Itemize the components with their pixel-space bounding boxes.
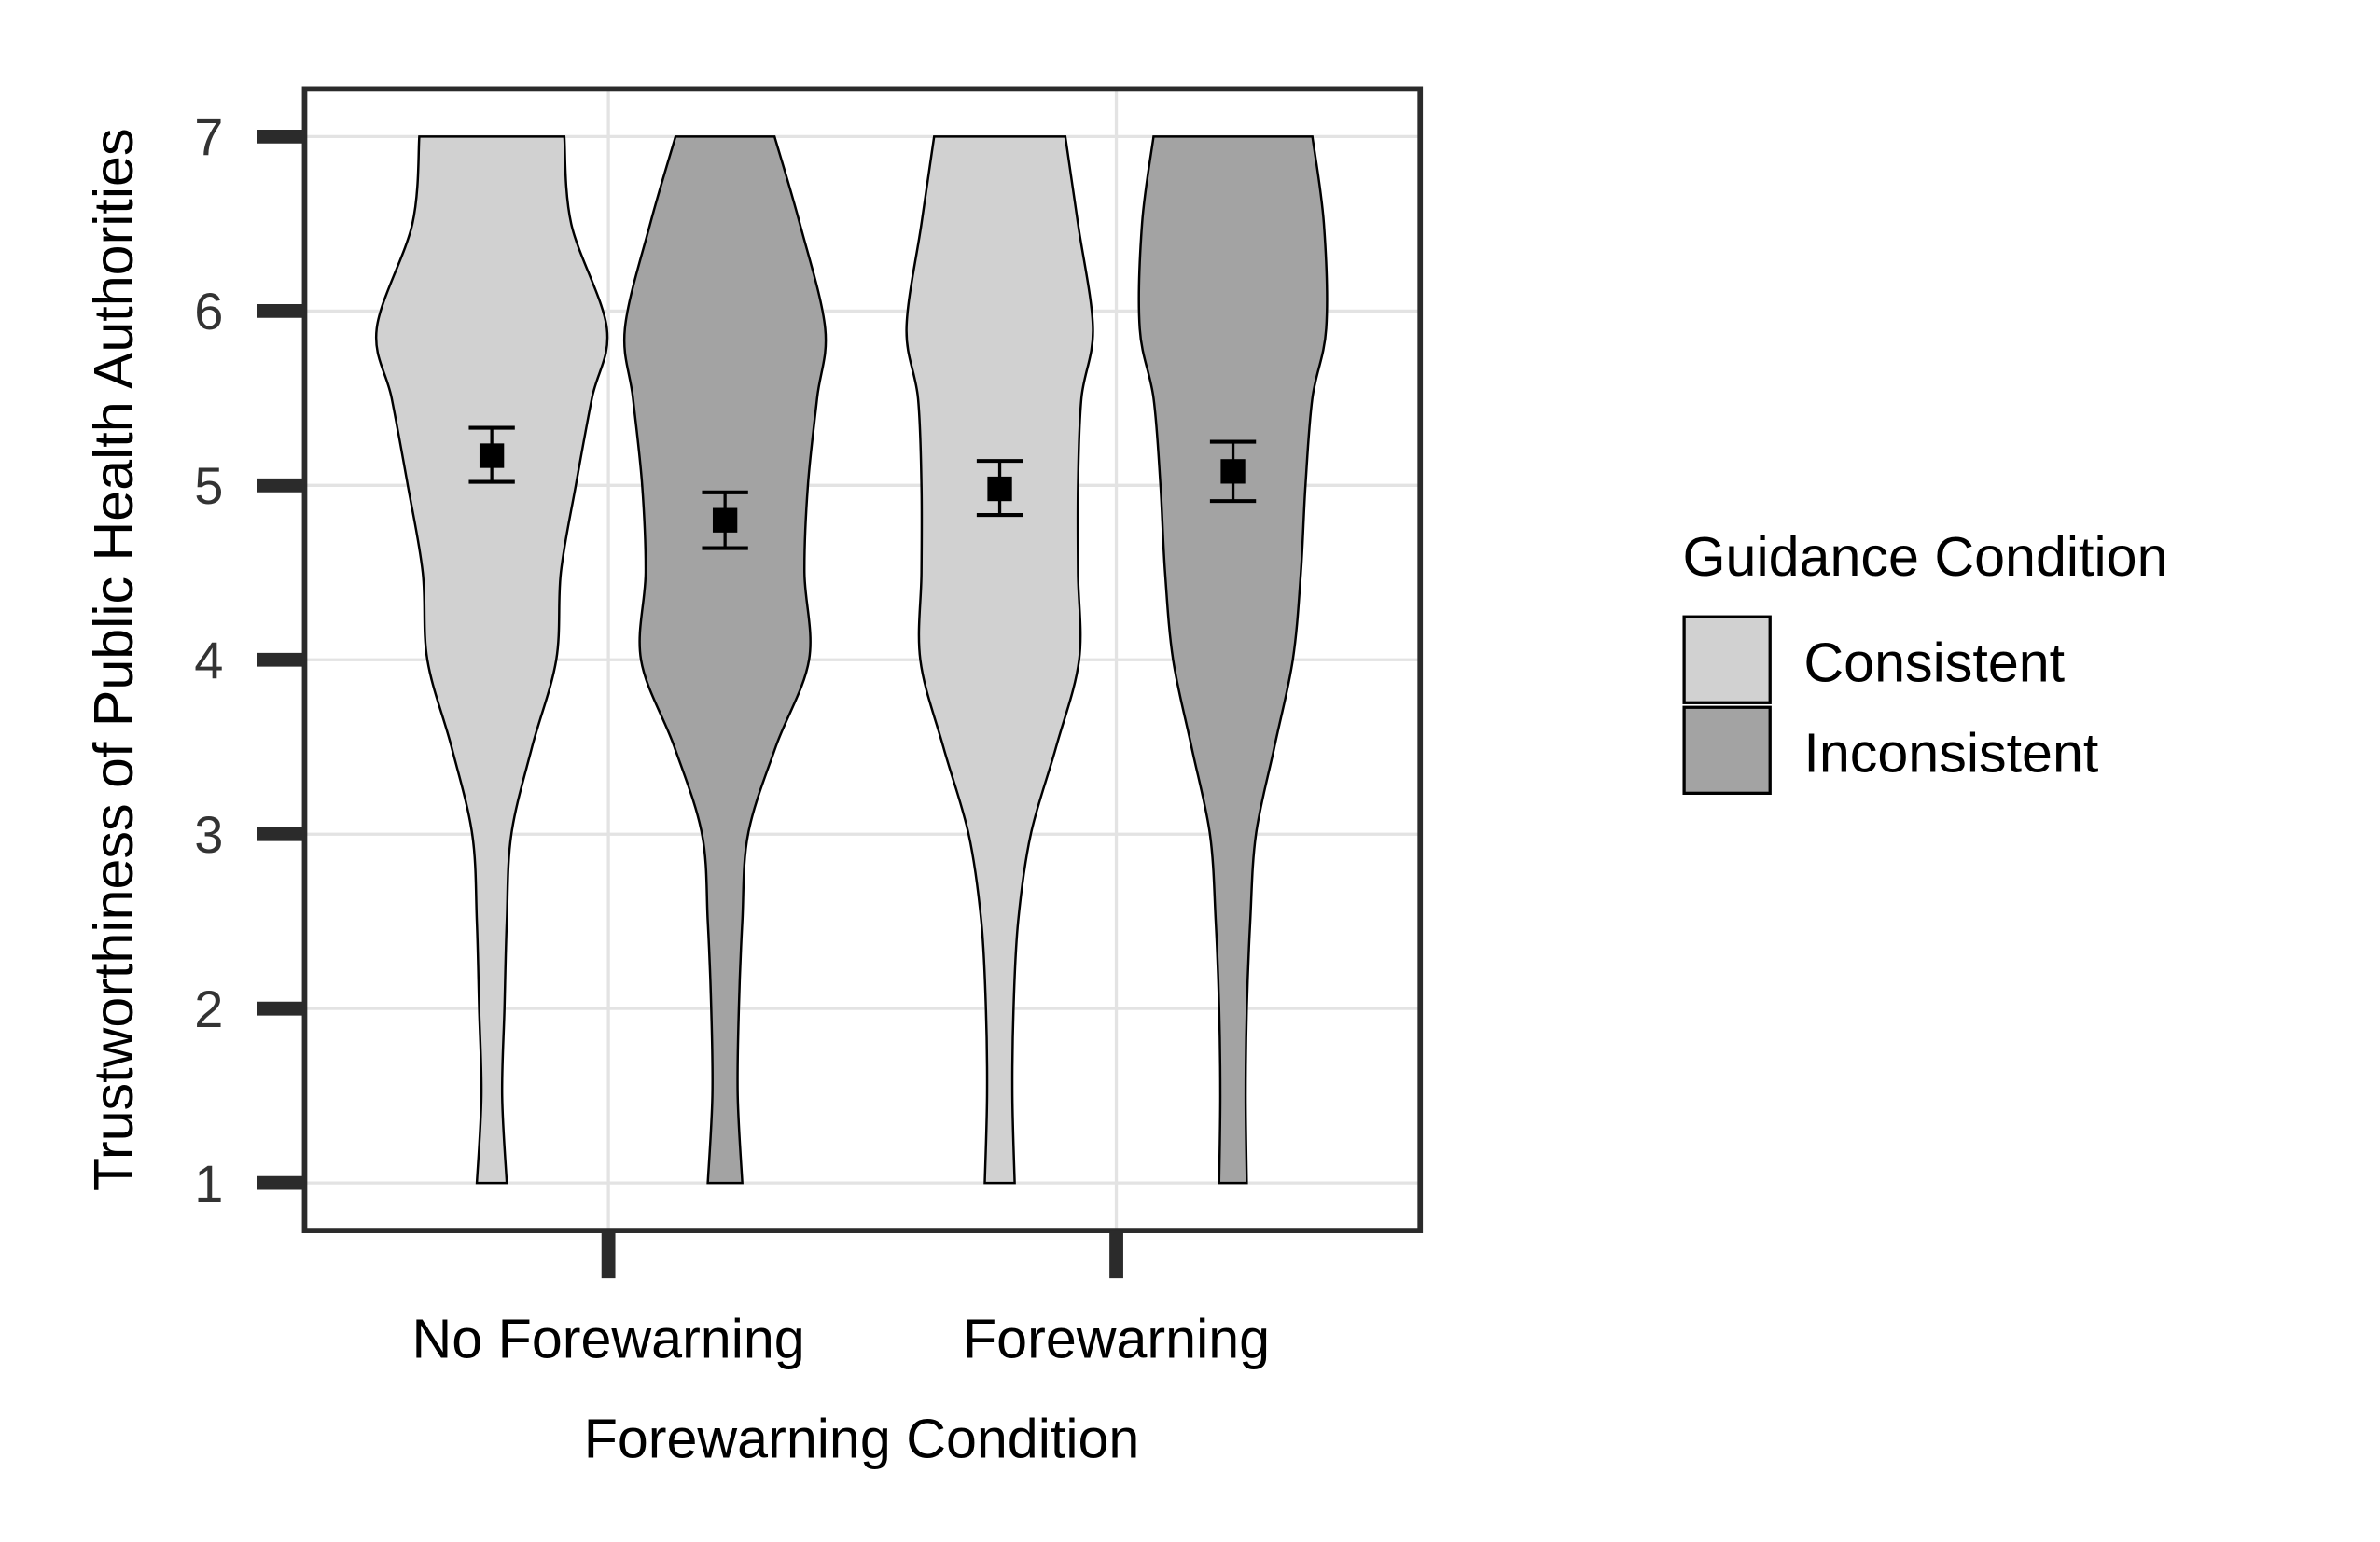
violin-inconsistent-0 — [622, 135, 828, 1185]
y-tick-label: 7 — [194, 107, 223, 166]
y-tick-label: 3 — [194, 805, 223, 864]
legend-key-consistent — [1682, 615, 1772, 704]
y-axis: 1 2 3 4 5 6 7 — [194, 107, 305, 1213]
y-tick-label: 4 — [194, 631, 223, 689]
violin-inconsistent-1 — [1137, 135, 1329, 1185]
y-tick-label: 6 — [194, 282, 223, 340]
legend: Guidance Condition Consistent Inconsiste… — [1682, 525, 2168, 795]
mean-point — [987, 476, 1012, 502]
y-tick-label: 5 — [194, 456, 223, 515]
legend-label-inconsistent: Inconsistent — [1803, 721, 2098, 784]
legend-label-consistent: Consistent — [1803, 631, 2065, 693]
x-axis-title: Forewarning Condition — [584, 1408, 1140, 1470]
mean-point — [479, 443, 505, 468]
y-tick-label: 2 — [194, 979, 223, 1038]
violins — [374, 135, 1329, 1185]
violin-consistent-0 — [374, 135, 609, 1185]
y-axis-title: Trustworthiness of Public Health Authori… — [82, 128, 145, 1191]
mean-point — [712, 507, 738, 533]
violin-consistent-1 — [905, 135, 1094, 1185]
x-tick-label: No Forewarning — [412, 1308, 805, 1370]
mean-markers — [468, 425, 1257, 550]
legend-key-inconsistent — [1682, 705, 1772, 795]
x-tick-label: Forewarning — [963, 1308, 1270, 1370]
legend-title: Guidance Condition — [1682, 525, 2167, 588]
mean-point — [1220, 459, 1246, 484]
y-tick-label: 1 — [194, 1154, 223, 1213]
x-axis: No Forewarning Forewarning — [412, 1230, 1270, 1370]
